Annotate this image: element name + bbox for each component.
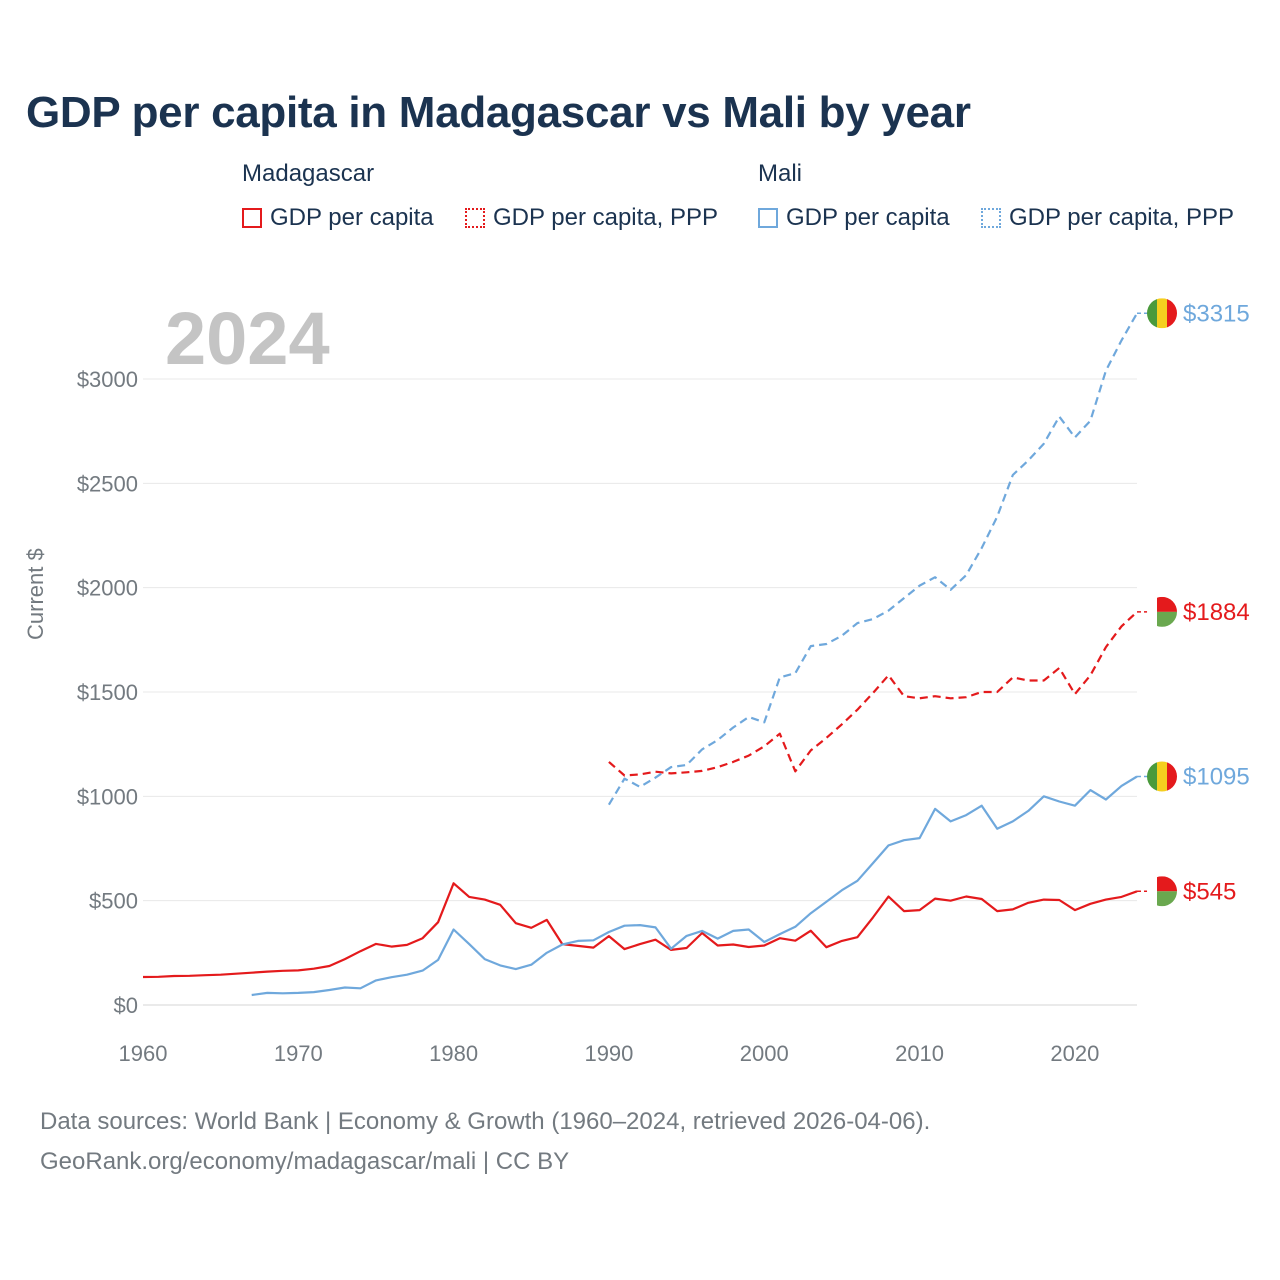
- y-tick-label: $2000: [77, 576, 138, 601]
- current-year-label: 2024: [165, 297, 330, 380]
- flag-field-red: [1157, 876, 1177, 892]
- y-tick-label: $1000: [77, 784, 138, 809]
- legend-item-mali-gdp[interactable]: GDP per capita: [758, 204, 950, 232]
- legend-swatch-solid-red: [242, 208, 262, 228]
- end-marker-mali: $3315: [1137, 298, 1250, 329]
- y-tick-label: $2500: [77, 471, 138, 496]
- legend-country-madagascar: Madagascar: [242, 160, 375, 187]
- legend-label: GDP per capita: [270, 204, 434, 231]
- madagascar-flag-icon: [1147, 876, 1177, 907]
- end-marker-madagascar: $1884: [1137, 596, 1250, 627]
- series-line-madagascar-gdp[interactable]: [142, 882, 1138, 979]
- x-tick-label: 1990: [584, 1041, 633, 1066]
- x-tick-label: 1960: [119, 1041, 168, 1066]
- legend-madagascar: Madagascar GDP per capita GDP per capita…: [242, 160, 742, 240]
- legend-label: GDP per capita, PPP: [1009, 204, 1234, 231]
- series-line-madagascar-ppp[interactable]: [608, 611, 1138, 777]
- mali-flag-icon: [1147, 298, 1177, 329]
- x-tick-label: 2010: [895, 1041, 944, 1066]
- flag-stripe-green: [1147, 761, 1157, 792]
- y-tick-label: $1500: [77, 680, 138, 705]
- legend-mali: Mali GDP per capita GDP per capita, PPP: [758, 160, 1258, 240]
- legend-swatch-dotted-blue: [981, 208, 1001, 228]
- x-tick-label: 2020: [1050, 1041, 1099, 1066]
- legend-label: GDP per capita: [786, 204, 950, 231]
- legend-country-mali: Mali: [758, 160, 803, 187]
- end-value-label: $3315: [1183, 300, 1250, 327]
- y-tick-label: $0: [114, 993, 138, 1018]
- legend-swatch-dotted-red: [465, 208, 485, 228]
- mali-flag-icon: [1147, 761, 1177, 792]
- flag-field-green: [1157, 891, 1177, 907]
- x-tick-label: 1970: [274, 1041, 323, 1066]
- y-tick-label: $500: [89, 889, 138, 914]
- flag-stripe-green: [1147, 298, 1157, 329]
- flag-stripe-yellow: [1157, 761, 1167, 792]
- flag-stripe-red: [1167, 761, 1177, 792]
- end-marker-madagascar: $545: [1137, 876, 1236, 907]
- legend-swatch-solid-blue: [758, 208, 778, 228]
- x-tick-label: 2000: [740, 1041, 789, 1066]
- end-marker-mali: $1095: [1137, 761, 1250, 792]
- series-line-mali-gdp[interactable]: [251, 775, 1138, 997]
- footer-attribution[interactable]: GeoRank.org/economy/madagascar/mali | CC…: [40, 1148, 570, 1175]
- legend-label: GDP per capita, PPP: [493, 204, 718, 231]
- series-line-mali-ppp[interactable]: [607, 312, 1138, 806]
- legend-item-madagascar-gdp[interactable]: GDP per capita: [242, 204, 434, 232]
- end-value-label: $1095: [1183, 764, 1250, 791]
- footer-sources: Data sources: World Bank | Economy & Gro…: [40, 1108, 931, 1135]
- x-tick-label: 1980: [429, 1041, 478, 1066]
- legend-item-mali-ppp[interactable]: GDP per capita, PPP: [981, 204, 1234, 232]
- chart-title: GDP per capita in Madagascar vs Mali by …: [26, 88, 971, 137]
- flag-field-red: [1157, 596, 1177, 612]
- y-tick-label: $3000: [77, 367, 138, 392]
- flag-field-green: [1157, 611, 1177, 627]
- end-value-label: $545: [1183, 878, 1236, 905]
- flag-stripe-red: [1167, 298, 1177, 329]
- flag-stripe-yellow: [1157, 298, 1167, 329]
- end-value-label: $1884: [1183, 599, 1250, 626]
- legend-item-madagascar-ppp[interactable]: GDP per capita, PPP: [465, 204, 718, 232]
- madagascar-flag-icon: [1147, 596, 1177, 627]
